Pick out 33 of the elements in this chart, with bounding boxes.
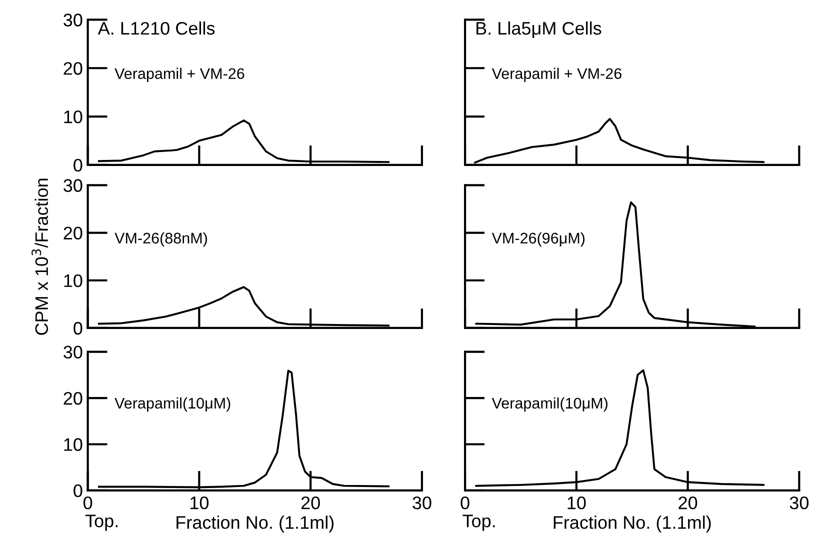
x-tick-label: 20 <box>678 496 698 510</box>
y-tick-label: 10 <box>64 110 82 124</box>
x-axis-title: Fraction No. (1.1ml) <box>176 516 334 532</box>
y-tick-label: 30 <box>64 14 82 26</box>
text: Verapamil + VM-26 <box>492 68 622 82</box>
x-tick-label: 0 <box>83 496 92 510</box>
text: Verapamil + VM-26 <box>114 68 244 82</box>
y-tick-label: 0 <box>74 484 82 498</box>
text: VM-26(88nM) <box>114 232 207 247</box>
y-tick-label: 10 <box>64 274 82 288</box>
y-tick-label: 30 <box>64 346 82 359</box>
y-tick-label: 20 <box>64 226 82 240</box>
x-tick-label: 20 <box>301 496 320 510</box>
text: Verapamil(10μM) <box>492 397 608 412</box>
y-tick-label: 30 <box>64 179 82 192</box>
x-tick-label: 10 <box>568 496 586 510</box>
y-tick-label: 0 <box>74 322 82 335</box>
x-axis-title: Fraction No. (1.1ml) <box>554 516 711 532</box>
text: VM-26(96μM) <box>492 232 585 247</box>
y-tick-label: 20 <box>64 392 82 405</box>
x-tick-label: 10 <box>190 496 209 510</box>
y-tick-label: 20 <box>64 62 82 75</box>
text: Top. <box>85 514 118 531</box>
y-axis-title: CPM x 10$^{3}$/Fraction <box>32 178 48 335</box>
y-tick-label: 10 <box>64 438 82 451</box>
x-tick-label: 30 <box>412 496 432 510</box>
text: Verapamil(10μM) <box>114 397 230 412</box>
x-tick-label: 30 <box>790 496 809 510</box>
chart-title: A. L1210 Cells <box>98 21 215 35</box>
text: Top. <box>462 514 495 531</box>
chart-title: B. Lla5μM Cells <box>476 21 602 38</box>
y-tick-label: 0 <box>74 158 82 172</box>
x-tick-label: 0 <box>460 496 470 510</box>
